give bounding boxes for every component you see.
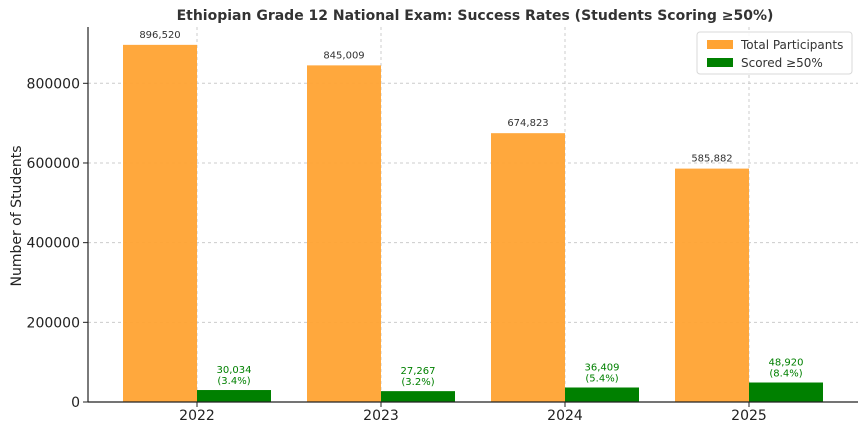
legend-label-total: Total Participants — [740, 38, 843, 52]
data-label-percent: (3.2%) — [401, 377, 434, 388]
y-axis-label: Number of Students — [9, 145, 25, 286]
data-label-percent: (3.4%) — [217, 376, 250, 387]
data-label-percent: (8.4%) — [769, 369, 802, 380]
bar-scored-50-percent — [565, 387, 639, 402]
data-label-scored: 36,409 — [585, 362, 620, 373]
legend-label-scored: Scored ≥50% — [741, 56, 823, 70]
x-tick-label: 2024 — [547, 408, 583, 424]
bar-total-participants — [123, 44, 197, 402]
data-label-total: 845,009 — [323, 50, 364, 61]
data-label-total: 896,520 — [139, 30, 180, 41]
bar-scored-50-percent — [197, 390, 271, 402]
legend-swatch-scored — [707, 58, 733, 67]
x-tick-label: 2025 — [731, 408, 767, 424]
legend-box — [696, 31, 853, 75]
bar-total-participants — [307, 65, 381, 403]
y-tick-label: 0 — [71, 395, 80, 411]
data-label-scored: 30,034 — [217, 365, 252, 376]
chart-title: Ethiopian Grade 12 National Exam: Succes… — [177, 8, 774, 24]
legend: Total Participants Scored ≥50% — [696, 31, 853, 75]
data-label-total: 674,823 — [507, 118, 548, 129]
data-label-total: 585,882 — [691, 154, 732, 165]
y-tick-label: 400000 — [27, 236, 80, 252]
bar-scored-50-percent — [381, 391, 455, 402]
data-label-scored: 48,920 — [769, 358, 804, 369]
legend-swatch-total — [707, 40, 733, 49]
bar-total-participants — [491, 133, 565, 402]
bar-scored-50-percent — [749, 382, 823, 402]
data-labels: 896,520 845,009 674,823 585,882 30,034(3.4%)… — [139, 30, 803, 388]
ticks: 0 200000 400000 600000 800000 2022 2023 2024 202… — [27, 76, 767, 424]
data-label-percent: (5.4%) — [585, 373, 618, 384]
y-tick-label: 800000 — [27, 76, 80, 92]
axes — [87, 27, 858, 403]
x-tick-label: 2022 — [179, 408, 215, 424]
x-tick-label: 2023 — [363, 408, 399, 424]
bars — [123, 44, 823, 403]
data-label-scored: 27,267 — [401, 366, 436, 377]
bar-total-participants — [675, 168, 749, 402]
y-tick-label: 200000 — [27, 315, 80, 331]
y-tick-label: 600000 — [27, 156, 80, 172]
